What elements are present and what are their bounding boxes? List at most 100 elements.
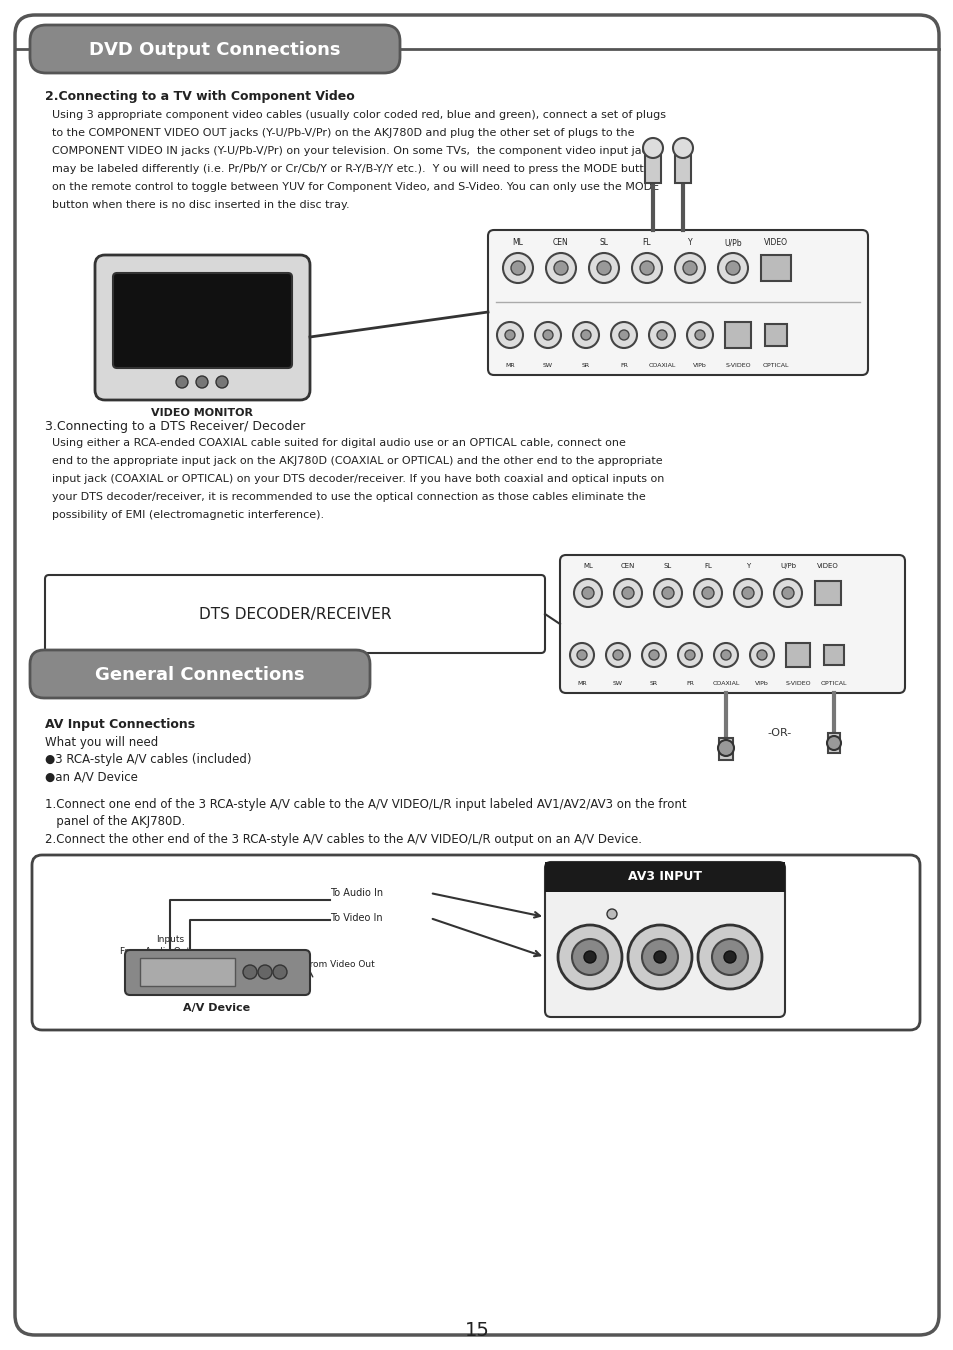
Circle shape bbox=[749, 643, 773, 667]
FancyBboxPatch shape bbox=[125, 950, 310, 995]
FancyBboxPatch shape bbox=[45, 575, 544, 653]
Circle shape bbox=[535, 323, 560, 348]
Circle shape bbox=[678, 643, 701, 667]
Circle shape bbox=[682, 261, 697, 275]
Bar bbox=[719, 738, 732, 760]
Circle shape bbox=[497, 323, 522, 348]
Text: may be labeled differently (i.e. Pr/Pb/Y or Cr/Cb/Y or R-Y/B-Y/Y etc.).  Y ou wi: may be labeled differently (i.e. Pr/Pb/Y… bbox=[45, 163, 657, 174]
Circle shape bbox=[627, 925, 691, 990]
Circle shape bbox=[574, 579, 601, 608]
Circle shape bbox=[631, 252, 661, 284]
Circle shape bbox=[621, 587, 634, 599]
Circle shape bbox=[583, 950, 596, 963]
Bar bbox=[760, 255, 790, 281]
Circle shape bbox=[580, 329, 590, 340]
Text: ML: ML bbox=[582, 563, 593, 568]
Bar bbox=[644, 155, 660, 184]
Circle shape bbox=[545, 252, 576, 284]
Circle shape bbox=[741, 587, 753, 599]
Bar bbox=[675, 155, 690, 184]
Text: VIDEO: VIDEO bbox=[763, 238, 787, 247]
Circle shape bbox=[175, 377, 188, 387]
Circle shape bbox=[654, 579, 681, 608]
Text: 1.Connect one end of the 3 RCA-style A/V cable to the A/V VIDEO/L/R input labele: 1.Connect one end of the 3 RCA-style A/V… bbox=[45, 798, 686, 811]
Bar bbox=[814, 580, 841, 605]
Text: U/Pb: U/Pb bbox=[723, 238, 741, 247]
FancyBboxPatch shape bbox=[32, 855, 919, 1030]
Text: your DTS decoder/receiver, it is recommended to use the optical connection as th: your DTS decoder/receiver, it is recomme… bbox=[45, 491, 645, 502]
Text: ●3 RCA-style A/V cables (included): ●3 RCA-style A/V cables (included) bbox=[45, 753, 252, 765]
Bar bbox=[823, 645, 843, 666]
Text: 2.Connecting to a TV with Component Video: 2.Connecting to a TV with Component Vide… bbox=[45, 90, 355, 103]
Circle shape bbox=[618, 329, 628, 340]
Circle shape bbox=[573, 323, 598, 348]
Circle shape bbox=[684, 649, 695, 660]
Circle shape bbox=[701, 587, 713, 599]
Text: ML: ML bbox=[512, 238, 523, 247]
Text: panel of the AKJ780D.: panel of the AKJ780D. bbox=[45, 815, 185, 828]
Text: FL: FL bbox=[703, 563, 711, 568]
Text: SL: SL bbox=[598, 238, 608, 247]
Text: To KEYBOARD: To KEYBOARD bbox=[718, 927, 780, 937]
Circle shape bbox=[781, 587, 793, 599]
Text: AV Input Connections: AV Input Connections bbox=[45, 718, 195, 730]
Text: S-VIDEO: S-VIDEO bbox=[784, 680, 810, 686]
Bar bbox=[785, 643, 809, 667]
Text: CEN: CEN bbox=[553, 238, 568, 247]
Circle shape bbox=[648, 323, 675, 348]
Text: Inputs: Inputs bbox=[155, 936, 184, 944]
Circle shape bbox=[711, 940, 747, 975]
Circle shape bbox=[648, 649, 659, 660]
Circle shape bbox=[504, 329, 515, 340]
FancyBboxPatch shape bbox=[95, 255, 310, 400]
Text: VIDEO: VIDEO bbox=[817, 563, 838, 568]
Text: From Audio Out: From Audio Out bbox=[120, 946, 190, 956]
Circle shape bbox=[654, 950, 665, 963]
Circle shape bbox=[686, 323, 712, 348]
Text: What you will need: What you will need bbox=[45, 736, 158, 749]
Text: U/Pb: U/Pb bbox=[780, 563, 795, 568]
Text: CEN: CEN bbox=[620, 563, 635, 568]
Circle shape bbox=[639, 261, 654, 275]
Text: SW: SW bbox=[613, 680, 622, 686]
Circle shape bbox=[613, 649, 622, 660]
Circle shape bbox=[606, 909, 617, 919]
Circle shape bbox=[641, 940, 678, 975]
Text: Y: Y bbox=[687, 238, 692, 247]
Circle shape bbox=[713, 643, 738, 667]
Circle shape bbox=[257, 965, 272, 979]
Circle shape bbox=[695, 329, 704, 340]
Circle shape bbox=[577, 649, 586, 660]
Text: to the COMPONENT VIDEO OUT jacks (Y-U/Pb-V/Pr) on the AKJ780D and plug the other: to the COMPONENT VIDEO OUT jacks (Y-U/Pb… bbox=[45, 128, 634, 138]
Circle shape bbox=[542, 329, 553, 340]
Text: FR: FR bbox=[619, 363, 627, 369]
FancyBboxPatch shape bbox=[112, 273, 292, 369]
Text: AV3 INPUT: AV3 INPUT bbox=[627, 871, 701, 883]
Circle shape bbox=[657, 329, 666, 340]
Circle shape bbox=[572, 940, 607, 975]
Text: DVD Output Connections: DVD Output Connections bbox=[90, 40, 340, 59]
Text: COAXIAL: COAXIAL bbox=[712, 680, 739, 686]
Text: To Video In: To Video In bbox=[330, 913, 382, 923]
Text: Y: Y bbox=[745, 563, 749, 568]
Circle shape bbox=[554, 261, 567, 275]
Text: VIPb: VIPb bbox=[755, 680, 768, 686]
Text: 15: 15 bbox=[464, 1320, 489, 1339]
Circle shape bbox=[511, 261, 524, 275]
Text: ●an A/V Device: ●an A/V Device bbox=[45, 769, 138, 783]
Text: 2.Connect the other end of the 3 RCA-style A/V cables to the A/V VIDEO/L/R outpu: 2.Connect the other end of the 3 RCA-sty… bbox=[45, 833, 641, 846]
Circle shape bbox=[502, 252, 533, 284]
Circle shape bbox=[718, 740, 733, 756]
Circle shape bbox=[558, 925, 621, 990]
Bar bbox=[724, 323, 750, 348]
Bar bbox=[764, 324, 786, 346]
Text: OPTICAL: OPTICAL bbox=[820, 680, 846, 686]
Text: input jack (COAXIAL or OPTICAL) on your DTS decoder/receiver. If you have both c: input jack (COAXIAL or OPTICAL) on your … bbox=[45, 474, 663, 485]
Text: FR: FR bbox=[685, 680, 693, 686]
Text: SR: SR bbox=[581, 363, 590, 369]
Text: From Video Out: From Video Out bbox=[305, 960, 375, 969]
Bar bbox=[544, 863, 784, 892]
Circle shape bbox=[725, 261, 740, 275]
Text: VIPb: VIPb bbox=[693, 363, 706, 369]
Circle shape bbox=[195, 377, 208, 387]
